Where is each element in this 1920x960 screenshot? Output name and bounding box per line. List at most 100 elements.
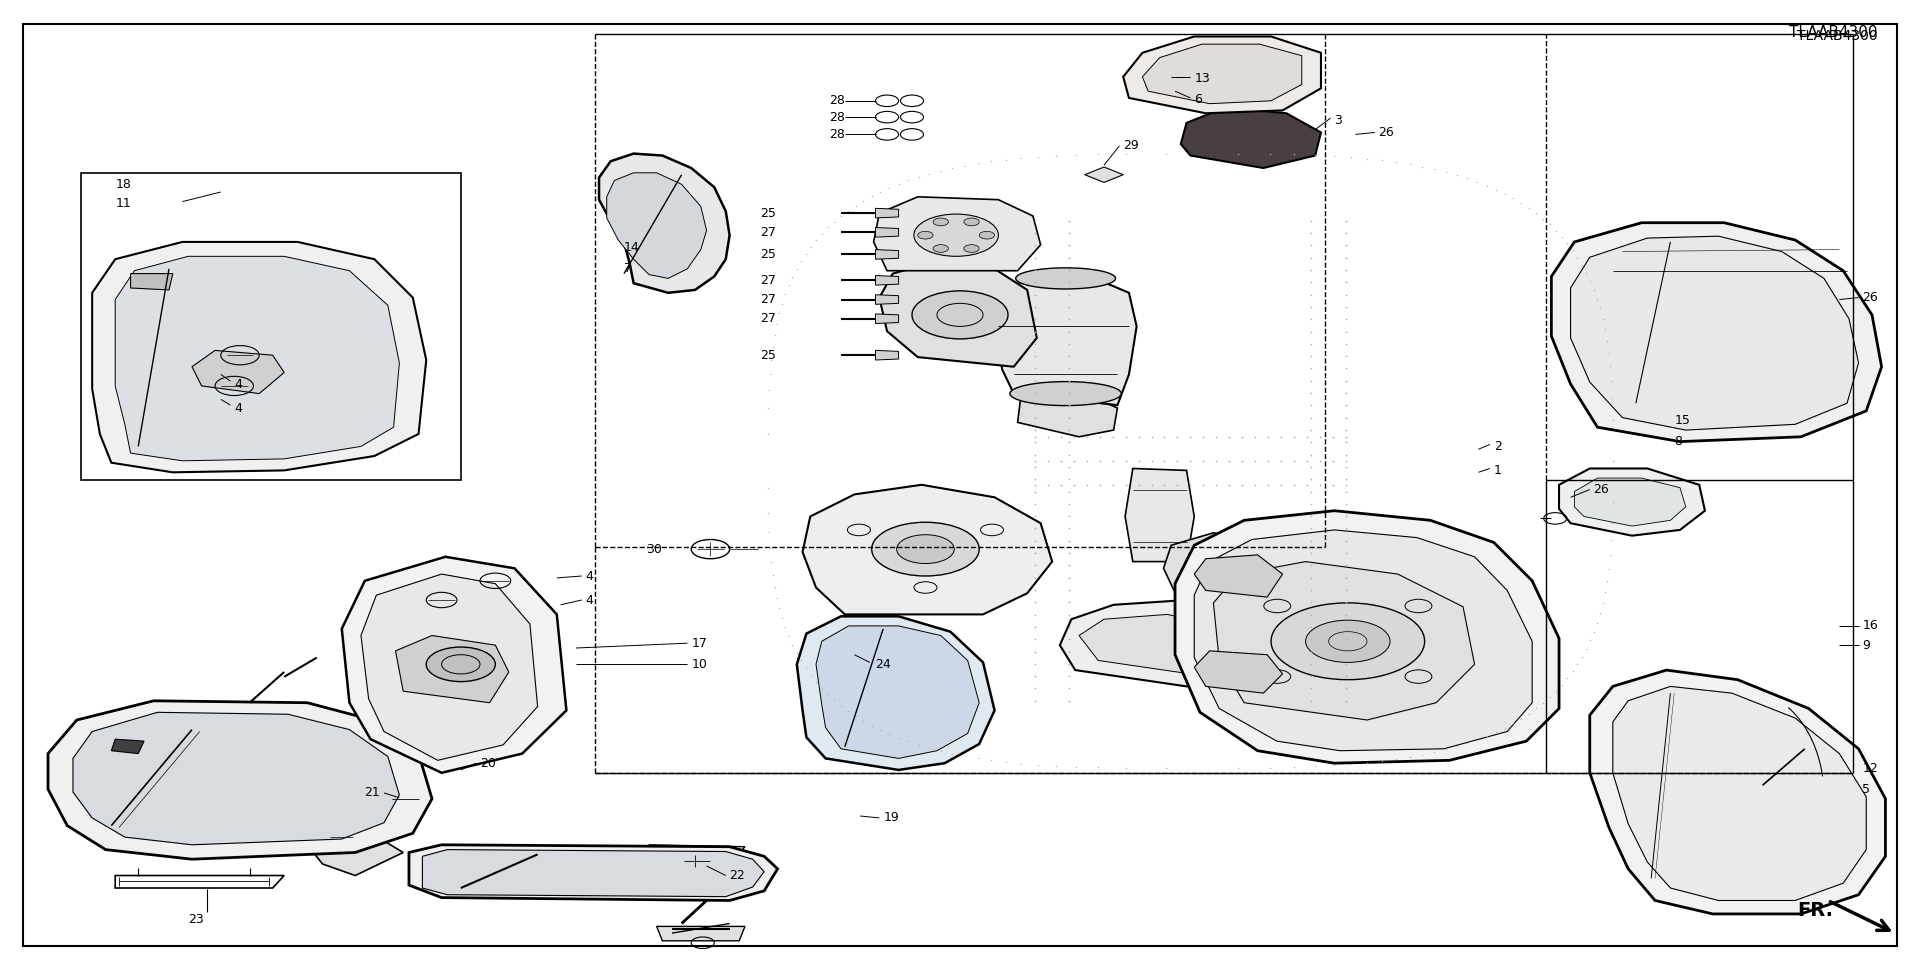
Ellipse shape [1016,268,1116,289]
Text: 1: 1 [1494,464,1501,477]
Polygon shape [342,557,566,773]
Circle shape [1271,603,1425,680]
Circle shape [964,245,979,252]
Circle shape [426,647,495,682]
Text: 26: 26 [1379,126,1394,139]
Text: 19: 19 [883,811,899,825]
Text: 26: 26 [1862,291,1878,304]
Polygon shape [876,208,899,218]
Text: 15: 15 [1674,414,1690,427]
Polygon shape [995,276,1137,405]
Polygon shape [607,173,707,278]
Text: 21: 21 [365,785,380,799]
Polygon shape [1175,511,1559,763]
Circle shape [897,535,954,564]
Polygon shape [876,228,899,237]
Text: 28: 28 [829,110,845,124]
Text: 13: 13 [1194,72,1210,85]
Polygon shape [1142,44,1302,104]
Polygon shape [1125,468,1194,562]
Polygon shape [131,274,173,290]
Polygon shape [599,154,730,293]
Text: FR.: FR. [1797,900,1834,920]
Text: 9: 9 [1862,638,1870,652]
Polygon shape [879,261,1037,367]
Text: 27: 27 [760,274,776,287]
Polygon shape [1590,670,1885,914]
Text: 29: 29 [1123,139,1139,153]
Polygon shape [876,295,899,304]
Text: 17: 17 [691,636,707,650]
Polygon shape [422,850,764,897]
Polygon shape [1194,651,1283,693]
Text: 20: 20 [480,756,495,770]
Text: 27: 27 [760,293,776,306]
Polygon shape [1559,468,1705,536]
Polygon shape [803,485,1052,614]
Text: 8: 8 [1674,435,1682,448]
Polygon shape [111,739,144,754]
Polygon shape [874,197,1041,271]
Polygon shape [1551,223,1882,442]
Polygon shape [1194,530,1532,751]
Circle shape [964,218,979,226]
Text: TLAAB4300: TLAAB4300 [1797,29,1878,43]
Polygon shape [1213,562,1475,720]
Circle shape [918,231,933,239]
Text: 25: 25 [760,348,776,362]
Polygon shape [1079,614,1229,674]
Polygon shape [816,626,979,758]
Text: 5: 5 [1862,782,1870,796]
Text: 28: 28 [829,128,845,141]
Polygon shape [92,242,426,472]
Polygon shape [311,835,403,876]
Polygon shape [1571,236,1859,430]
Text: 7: 7 [624,262,632,276]
Text: 26: 26 [1594,483,1609,496]
Circle shape [872,522,979,576]
Text: 14: 14 [624,241,639,254]
Polygon shape [361,574,538,760]
Circle shape [1306,620,1390,662]
Polygon shape [797,616,995,770]
Polygon shape [1085,167,1123,182]
Polygon shape [1181,108,1321,168]
Text: 4: 4 [234,401,242,415]
Text: TLAAB4300: TLAAB4300 [1789,25,1878,40]
Text: 25: 25 [760,206,776,220]
Text: 30: 30 [647,542,662,556]
Polygon shape [1574,478,1686,526]
Text: 16: 16 [1862,619,1878,633]
Text: 27: 27 [760,226,776,239]
Bar [81,173,461,480]
Polygon shape [657,926,745,941]
Polygon shape [1164,533,1290,619]
Circle shape [933,245,948,252]
Polygon shape [1194,555,1283,597]
Text: 24: 24 [876,658,891,671]
Text: 3: 3 [1334,113,1342,127]
Text: 6: 6 [1194,93,1202,107]
Text: 23: 23 [188,913,204,926]
Polygon shape [396,636,509,703]
Polygon shape [1018,392,1117,437]
Text: 4: 4 [234,377,242,391]
Polygon shape [1060,600,1263,686]
Ellipse shape [1010,382,1121,405]
Text: 2: 2 [1494,440,1501,453]
Text: 22: 22 [730,869,745,882]
Polygon shape [876,350,899,360]
Polygon shape [1613,686,1866,900]
Polygon shape [73,712,399,845]
Circle shape [912,291,1008,339]
Text: 27: 27 [760,312,776,325]
Polygon shape [876,314,899,324]
Circle shape [933,218,948,226]
Text: 18: 18 [115,178,131,191]
Polygon shape [192,350,284,394]
Polygon shape [876,276,899,285]
Text: 11: 11 [115,197,131,210]
Polygon shape [409,845,778,900]
Text: 28: 28 [829,94,845,108]
Polygon shape [1415,564,1475,593]
